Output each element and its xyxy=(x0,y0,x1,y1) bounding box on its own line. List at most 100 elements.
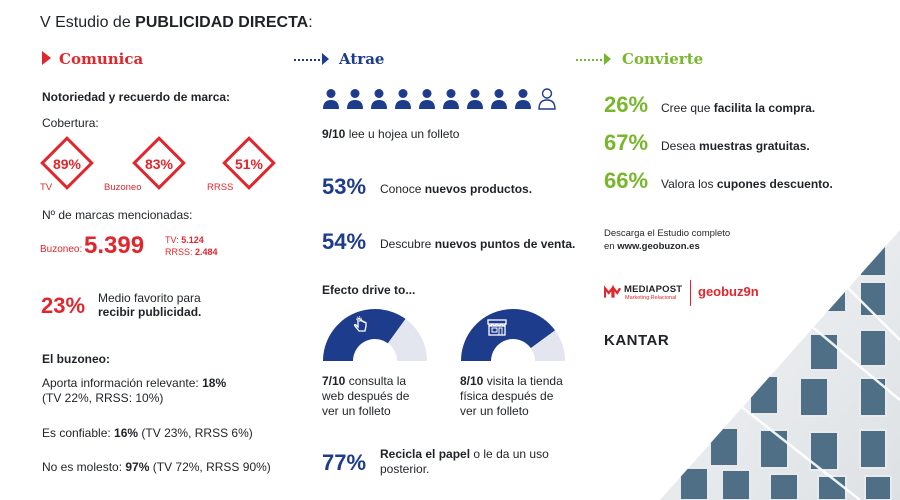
stat-relevante-label: Aporta información relevante: xyxy=(42,376,203,390)
cupones-pct: 66% xyxy=(604,168,649,193)
stat-relevante-value: 18% xyxy=(202,376,227,390)
notoriedad-heading: Notoriedad y recuerdo de marca: xyxy=(42,90,231,104)
compra-text-b: facilita la compra. xyxy=(713,101,816,115)
rrss-count-value: 2.484 xyxy=(195,247,218,257)
hand-pointer-icon xyxy=(350,316,370,336)
marcas-label: Nº de marcas mencionadas: xyxy=(42,208,193,222)
cobertura-label: Cobertura: xyxy=(42,116,99,130)
gauge-web-line3: ver un folleto xyxy=(322,404,391,418)
building-photo xyxy=(660,230,900,500)
rrss-count-label: RRSS: xyxy=(165,247,193,257)
mediapost-logo: MEDIAPOST Marketing Relacional xyxy=(604,283,686,303)
gauge-web-fraction: 7/10 xyxy=(322,374,346,388)
recicla-pct: 77% xyxy=(322,450,367,475)
person-filled-icon xyxy=(491,89,507,109)
convierte-dotted-line xyxy=(576,59,602,61)
person-filled-icon xyxy=(347,89,363,109)
person-filled-icon xyxy=(323,89,339,109)
puntos-text-b: nuevos puntos de venta. xyxy=(434,237,576,251)
recicla-line2: posterior. xyxy=(380,462,430,476)
geobuzon-logo: geobuz9n xyxy=(698,284,759,299)
gauge-web-line2: web después de xyxy=(322,389,410,403)
person-filled-icon xyxy=(419,89,435,109)
rrss-count: RRSS: 2.484 xyxy=(165,247,218,257)
buzoneo-heading: El buzoneo: xyxy=(42,352,110,366)
title-suffix: : xyxy=(308,14,313,31)
gauge-tienda-fraction: 8/10 xyxy=(460,374,484,388)
puntos-pct: 54% xyxy=(322,229,367,254)
stat-relevante-compare: (TV 22%, RRSS: 10%) xyxy=(42,391,164,405)
gauge-tienda-text: 8/10 visita la tienda física después de … xyxy=(460,374,580,419)
title-bold: PUBLICIDAD DIRECTA xyxy=(135,14,309,31)
stat-molesto-value: 97% xyxy=(125,460,150,474)
gauge-tienda-line3: ver un folleto xyxy=(460,404,529,418)
gauge-tienda xyxy=(461,309,565,361)
recicla-bold: Recicla el papel xyxy=(380,447,471,461)
cupones-text-b: cupones descuento. xyxy=(716,177,833,191)
gauge-web-text: 7/10 consulta la web después de ver un f… xyxy=(322,374,432,419)
person-outline-icon xyxy=(538,88,556,110)
gauge-tienda-line2: física después de xyxy=(460,389,554,403)
gauge-web-line1: consulta la xyxy=(345,374,407,388)
stat-confiable-compare: (TV 23%, RRSS 6%) xyxy=(138,426,253,440)
diamond-tv-label: TV xyxy=(40,182,53,193)
convierte-triangle-icon xyxy=(604,53,611,65)
compra-pct: 26% xyxy=(604,92,649,117)
stat-molesto-label: No es molesto: xyxy=(42,460,126,474)
muestras-text: Desea muestras gratuitas. xyxy=(661,139,810,153)
buzoneo-count-value: 5.399 xyxy=(84,232,145,259)
gauge-tienda-line1: visita la tienda xyxy=(483,374,563,388)
stat-confiable: Es confiable: 16% (TV 23%, RRSS 6%) xyxy=(42,426,253,440)
descarga-prefix: en xyxy=(604,241,618,252)
gauge-web-fill xyxy=(323,309,406,361)
cupones-text: Valora los cupones descuento. xyxy=(661,177,833,191)
stat-molesto: No es molesto: 97% (TV 72%, RRSS 90%) xyxy=(42,460,271,474)
person-filled-icon xyxy=(395,89,411,109)
diamond-buzoneo-label: Buzoneo xyxy=(104,182,142,193)
person-filled-icon xyxy=(443,89,459,109)
gauge-tienda-rest xyxy=(530,330,565,361)
puntos-text: Descubre nuevos puntos de venta. xyxy=(380,237,575,251)
stat-relevante: Aporta información relevante: 18% xyxy=(42,376,226,390)
gauge-tienda-fill xyxy=(461,309,556,361)
favorito-line2: recibir publicidad. xyxy=(98,305,202,319)
mediapost-name: MEDIAPOST xyxy=(624,284,683,295)
descarga-line1: Descarga el Estudio completo xyxy=(604,228,731,239)
muestras-text-b: muestras gratuitas. xyxy=(699,139,810,153)
tv-count-value: 5.124 xyxy=(181,235,204,245)
favorito-line1: Medio favorito para xyxy=(98,291,201,305)
buzoneo-count-label: Buzoneo: xyxy=(40,244,83,255)
gauge-web xyxy=(323,309,427,361)
productos-text-b: nuevos productos. xyxy=(424,182,533,196)
stat-confiable-value: 16% xyxy=(114,426,139,440)
comunica-triangle-icon xyxy=(42,51,51,65)
title-prefix: V Estudio de xyxy=(40,14,136,31)
productos-text-a: Conoce xyxy=(380,182,425,196)
descarga-link[interactable]: www.geobuzon.es xyxy=(617,241,700,252)
diamond-rrss-value: 51% xyxy=(234,156,264,172)
atrae-triangle-icon xyxy=(322,53,329,65)
person-filled-icon xyxy=(467,89,483,109)
stat-confiable-label: Es confiable: xyxy=(42,426,115,440)
gauge-web-rest xyxy=(387,318,427,361)
mediapost-sub: Marketing Relacional xyxy=(625,295,677,301)
descarga-line2[interactable]: en www.geobuzon.es xyxy=(604,241,700,252)
productos-text: Conoce nuevos productos. xyxy=(380,182,532,196)
favorito-pct: 23% xyxy=(41,293,86,318)
muestras-pct: 67% xyxy=(604,130,649,155)
compra-text: Cree que facilita la compra. xyxy=(661,101,815,115)
compra-text-a: Cree que xyxy=(661,101,714,115)
page-title: V Estudio de PUBLICIDAD DIRECTA: xyxy=(40,14,313,32)
cupones-text-a: Valora los xyxy=(661,177,717,191)
people-row xyxy=(322,88,572,112)
tv-count-label: TV: xyxy=(165,235,179,245)
folleto-fraction: 9/10 xyxy=(322,127,346,141)
person-filled-icon xyxy=(371,89,387,109)
muestras-text-a: Desea xyxy=(661,139,700,153)
diamond-tv-value: 89% xyxy=(52,156,82,172)
stat-molesto-compare: (TV 72%, RRSS 90%) xyxy=(149,460,271,474)
comunica-heading: Comunica xyxy=(59,50,144,68)
atrae-heading: Atrae xyxy=(339,50,385,68)
kantar-logo: KANTAR xyxy=(604,332,670,349)
logo-divider xyxy=(690,280,691,306)
